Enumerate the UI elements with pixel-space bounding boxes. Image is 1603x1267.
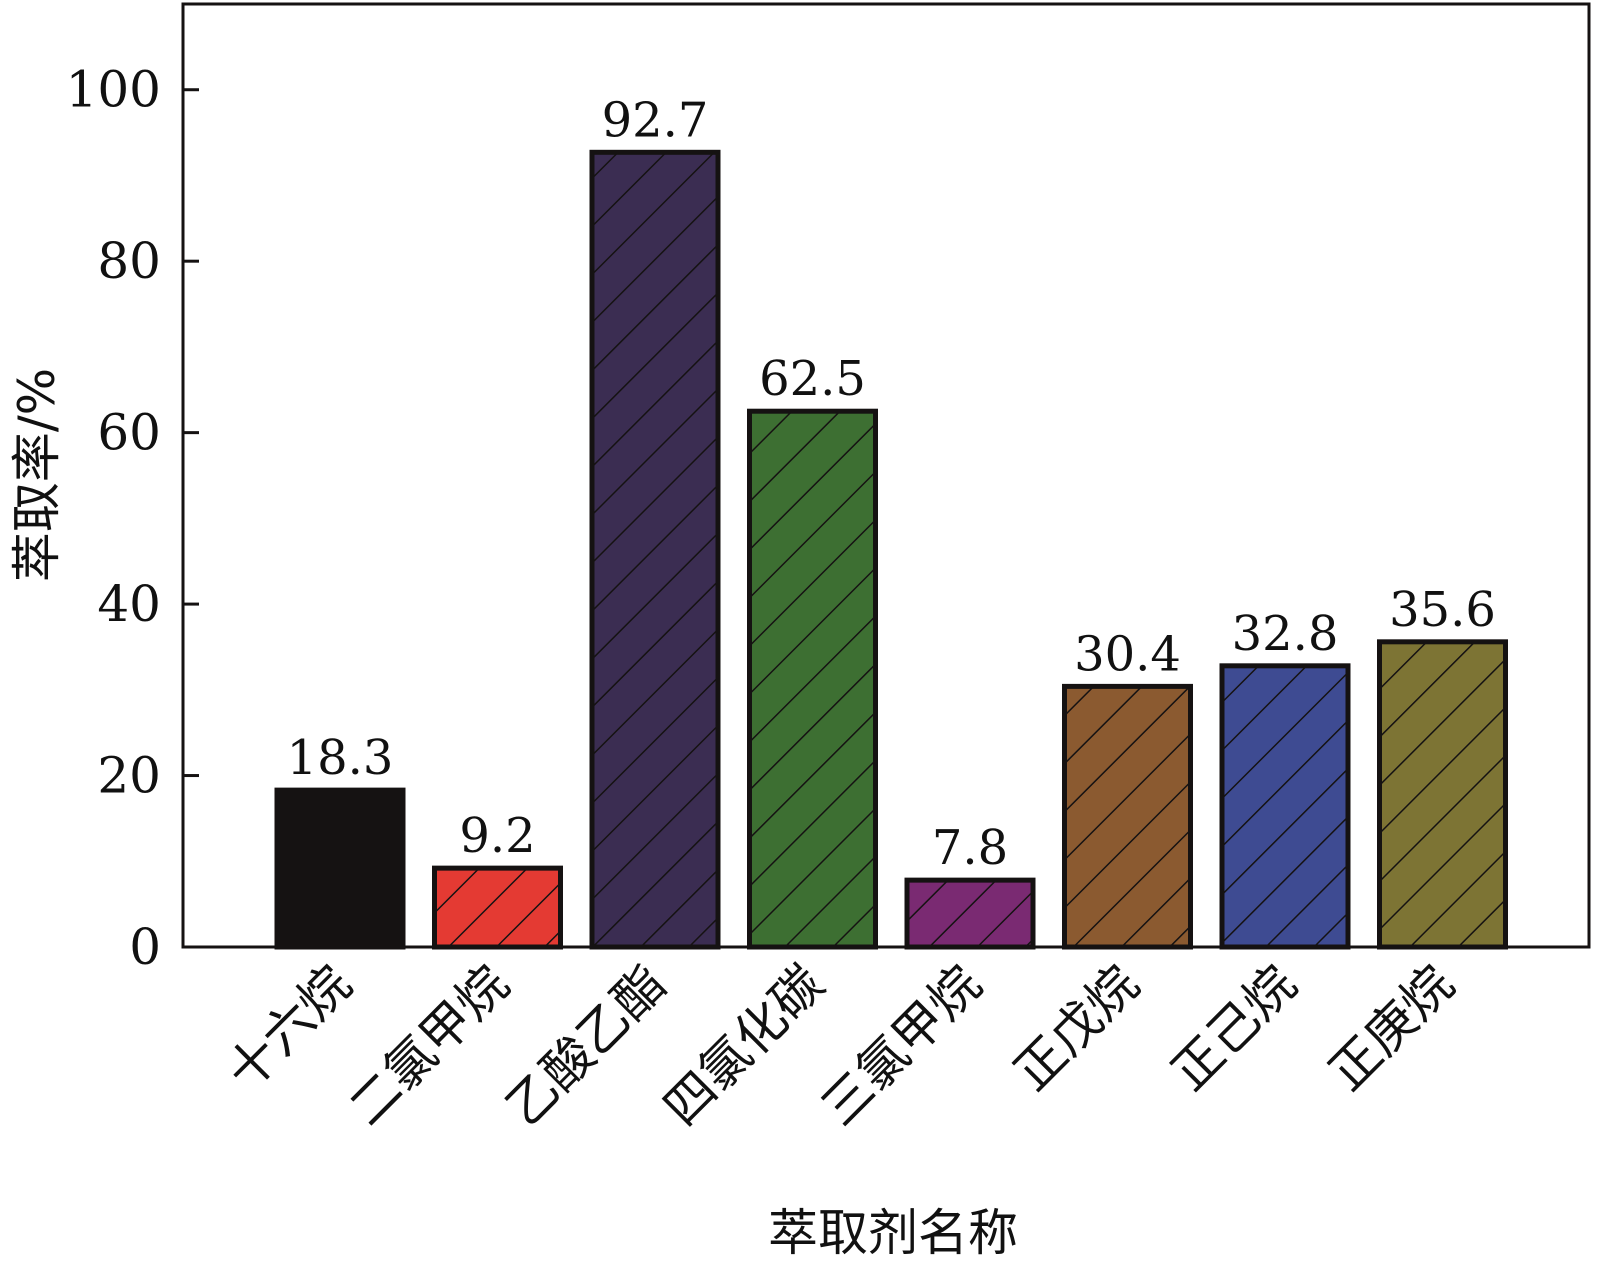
data-label-2: 9.2 [459,808,535,864]
y-tick-label-0: 0 [129,918,161,976]
category-label-5: 三氯甲烷 [810,954,992,1136]
bars-layer [274,149,1508,950]
y-tick-label-60: 60 [97,404,161,462]
data-label-8: 35.6 [1389,582,1496,638]
bar-5 [904,877,1036,950]
x-axis-title: 萃取剂名称 [768,1204,1018,1262]
bar-2 [432,865,563,950]
y-axis-title: 萃取率/% [8,368,66,582]
y-tick-label-20: 20 [97,747,161,805]
plot-border [181,2,1591,949]
data-label-1: 18.3 [287,730,394,786]
data-label-7: 32.8 [1232,606,1339,662]
category-label-2: 二氯甲烷 [338,954,520,1136]
y-tick-label-100: 100 [66,61,161,119]
bar-4 [747,408,878,950]
data-label-3: 92.7 [602,92,709,148]
bar-1 [274,787,406,950]
bar-8 [1377,639,1508,950]
data-label-5: 7.8 [932,820,1008,876]
data-labels: 18.3 9.2 92.7 62.5 7.8 30.4 32.8 35.6 [287,92,1496,876]
category-label-4: 四氯化碳 [653,954,835,1136]
category-label-6: 正戊烷 [1003,954,1150,1101]
category-label-8: 正庚烷 [1318,954,1465,1101]
data-label-6: 30.4 [1074,626,1181,682]
y-tick-label-40: 40 [97,575,161,633]
plot-frame [181,2,1591,949]
y-axis-ticks: 0 20 40 60 80 100 [66,61,199,976]
bar-3 [589,149,721,950]
category-label-3: 乙酸乙酯 [495,954,677,1136]
bar-7 [1219,663,1351,950]
data-label-4: 62.5 [759,351,866,407]
bar-6 [1062,683,1193,950]
category-label-1: 十六烷 [215,954,362,1101]
category-label-7: 正己烷 [1160,954,1307,1101]
y-tick-label-80: 80 [97,232,161,290]
